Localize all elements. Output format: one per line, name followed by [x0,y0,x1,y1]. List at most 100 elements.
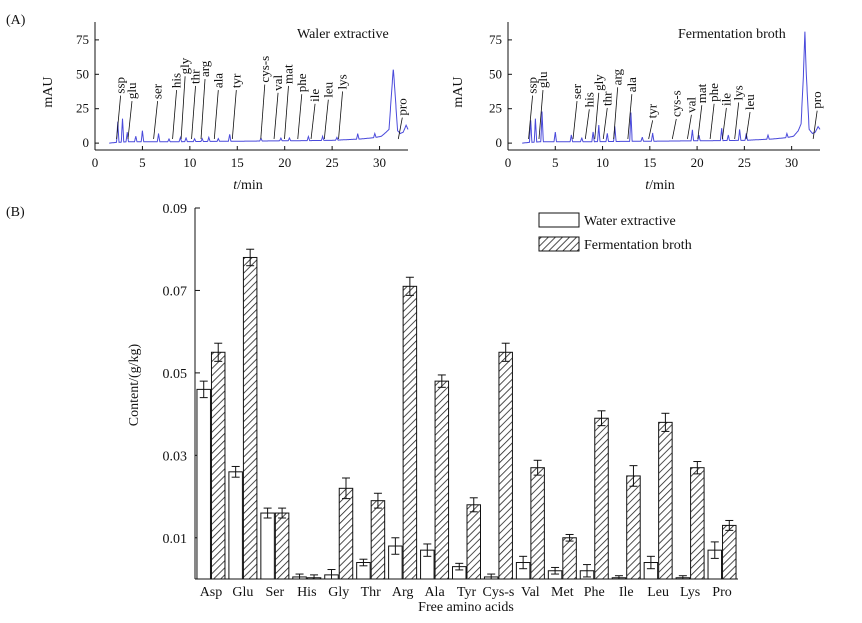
legend: Water extractive Fermentation broth [538,212,692,253]
x-tick-label: Ile [619,585,634,600]
bar-fermentation-broth [498,351,513,580]
peak-label: lys [335,74,350,89]
peak-label: cys-s [668,90,683,117]
peak-label: ala [210,73,225,88]
peak-leader-line [116,95,122,140]
peak-leader-line [172,90,177,140]
peak-label: his [581,92,596,107]
x-axis-label: t/min [233,178,263,193]
x-tick-label: Met [551,585,574,600]
x-tick-label: 20 [278,155,291,170]
peak-label: leu [320,81,335,97]
y-tick-label: 50 [489,66,502,81]
peak-label: gly [177,57,192,74]
bar-fermentation-broth [626,475,641,580]
y-tick-label: 75 [76,32,89,47]
legend-swatch-water-extractive [538,212,580,228]
peak-label: val [683,97,698,113]
panel-a-label: (A) [6,13,26,28]
peak-label: pro [809,91,824,108]
x-tick-label: His [297,585,316,600]
peak-label: cys-s [257,56,272,83]
peak-label: gly [591,74,606,91]
bar-fermentation-broth [242,256,258,580]
peak-leader-line [127,101,133,140]
peak-leader-line [397,117,403,140]
peak-label: phe [294,73,309,92]
legend-swatch-fermentation-broth [538,236,580,252]
chart-title: Waler extractive [297,27,389,42]
peak-label: ala [624,77,639,92]
x-tick-label: 5 [552,155,559,170]
peak-label: ser [150,83,165,99]
peak-leader-line [231,90,237,140]
x-tick-label: 20 [691,155,704,170]
x-tick-label: Glu [232,585,253,600]
peak-label: glu [124,82,139,99]
peak-leader-line [338,91,343,140]
peak-leader-line [584,109,590,140]
y-axis-label: mAU [451,76,466,107]
peak-leader-line [734,102,740,140]
x-tick-label: Phe [584,585,605,600]
x-tick-label: Pro [712,585,731,600]
y-tick-label: 0.01 [163,532,188,547]
peak-label: ile [718,93,733,106]
peak-label: his [169,73,184,88]
bar-fermentation-broth [562,537,577,580]
signal-trace [109,69,409,144]
peak-leader-line [273,92,279,140]
x-tick-label: Ser [266,585,285,600]
bar-fermentation-broth [434,380,450,580]
peak-leader-line [213,90,219,140]
x-tick-label: Arg [392,585,414,600]
x-tick-label: 10 [183,155,196,170]
bar-fermentation-broth [338,487,354,580]
bar-fermentation-broth [722,524,737,580]
x-tick-label: Leu [647,585,669,600]
y-tick-label: 0.09 [163,202,188,217]
peak-leader-line [323,99,329,140]
bar-fermentation-broth [530,467,545,580]
y-tick-label: 0.07 [163,284,188,299]
x-tick-label: 0 [505,155,512,170]
bar-fermentation-broth [658,421,673,580]
y-axis-label: Content/(g/kg) [127,343,142,426]
bar-fermentation-broth [402,285,418,580]
bar-water-extractive [228,471,243,580]
peak-leader-line [200,79,206,140]
y-tick-label: 25 [489,101,502,116]
peak-label: mat [280,64,295,84]
legend-label-water-extractive: Water extractive [584,214,676,229]
peak-leader-line [528,95,533,140]
peak-leader-line [297,94,303,140]
x-tick-label: Val [521,585,540,600]
x-axis-label: Free amino acids [418,600,514,615]
peak-leader-line [671,118,677,140]
peak-leader-line [572,101,578,140]
chart-title: Fermentation broth [678,27,786,42]
peak-leader-line [812,110,818,140]
signal-trace [522,31,821,144]
peak-label: thr [188,69,203,84]
peak-label: lys [731,85,746,100]
peak-label: val [270,75,285,91]
y-tick-label: 0 [496,135,503,150]
x-tick-label: 0 [92,155,99,170]
x-tick-label: Gly [328,585,349,600]
x-tick-label: Lys [680,585,700,600]
bar-fermentation-broth [594,417,609,580]
peak-leader-line [745,112,751,140]
peak-label: ssp [113,77,128,94]
amino-acid-bar-chart: Content/(g/kg) Free amino acids Water ex… [127,202,738,615]
peak-leader-line [260,84,266,140]
peak-leader-line [687,114,692,140]
peak-leader-line [602,107,608,140]
bar-fermentation-broth [274,512,290,580]
peak-label: leu [742,94,757,110]
peak-label: glu [535,71,550,88]
x-tick-label: Thr [361,585,382,600]
panel-b-label: (B) [6,205,25,220]
x-tick-label: 5 [139,155,146,170]
